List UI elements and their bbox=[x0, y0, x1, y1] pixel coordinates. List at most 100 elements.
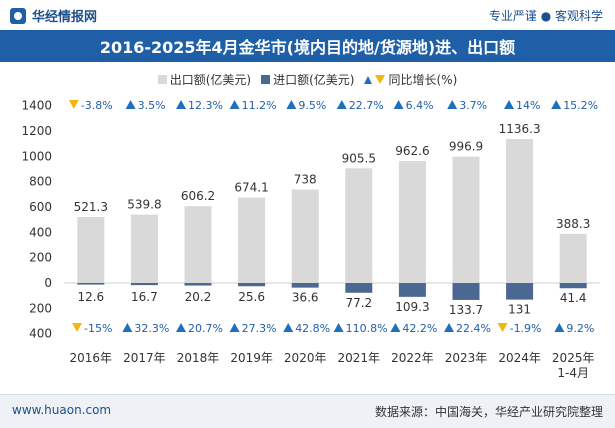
import-value-label: 16.7 bbox=[131, 290, 158, 304]
export-growth-label: 3.5% bbox=[138, 99, 166, 112]
legend-import-swatch bbox=[261, 75, 271, 84]
tagline: 专业严谨 ● 客观科学 bbox=[488, 9, 603, 23]
import-growth-up-triangle-icon bbox=[229, 323, 240, 332]
chart-area: 1400 1200 1000 800 600 400 200 0 200 400 521.3 12.6… bbox=[21, 99, 600, 380]
import-growth-down-triangle-icon bbox=[72, 323, 82, 332]
legend-export-swatch bbox=[157, 75, 167, 84]
export-value-label: 962.6 bbox=[395, 144, 429, 158]
legend-down-triangle-icon bbox=[375, 75, 386, 84]
chart-title: 2016-2025年4月金华市(境内目的地/货源地)进、出口额 bbox=[0, 30, 615, 62]
import-bar bbox=[77, 283, 105, 285]
export-bar bbox=[184, 206, 212, 283]
x-tick-label: 2023年 bbox=[445, 351, 488, 365]
export-growth-label: 14% bbox=[516, 99, 540, 112]
brand[interactable]: 华经情报网 bbox=[10, 6, 97, 25]
import-value-label: 109.3 bbox=[395, 300, 429, 314]
import-value-label: 131 bbox=[508, 303, 531, 317]
legend-growth-label: 同比增长(%) bbox=[388, 73, 458, 87]
x-tick-label: 1-4月 bbox=[557, 366, 589, 380]
legend-up-triangle-icon bbox=[364, 75, 373, 84]
import-growth-label: 110.8% bbox=[346, 322, 388, 335]
export-growth-label: 11.2% bbox=[242, 99, 277, 112]
import-growth-up-triangle-icon bbox=[444, 323, 454, 332]
export-growth-up-triangle-icon bbox=[229, 100, 240, 109]
footer-site-link[interactable]: www.huaon.com bbox=[12, 403, 112, 417]
x-tick-label: 2017年 bbox=[123, 351, 166, 365]
x-tick-label: 2025年 bbox=[552, 351, 595, 365]
import-growth-label: 27.3% bbox=[242, 322, 277, 335]
import-bar bbox=[506, 283, 534, 300]
import-bar bbox=[291, 283, 319, 288]
export-value-label: 738 bbox=[294, 172, 317, 186]
x-tick-label: 2016年 bbox=[70, 351, 113, 365]
import-bar bbox=[184, 283, 212, 286]
export-growth-label: 3.7% bbox=[459, 99, 487, 112]
export-growth-up-triangle-icon bbox=[504, 100, 514, 109]
export-bar bbox=[130, 214, 158, 283]
export-bar bbox=[345, 168, 373, 283]
legend: 出口额(亿美元) 进口额(亿美元) 同比增长(%) bbox=[0, 71, 615, 88]
y-tick-label: 600 bbox=[29, 200, 52, 214]
x-tick-label: 2024年 bbox=[498, 351, 541, 365]
export-growth-down-triangle-icon bbox=[68, 100, 79, 109]
export-growth-label: 12.3% bbox=[188, 99, 223, 112]
export-value-label: 539.8 bbox=[127, 198, 161, 212]
export-value-label: 606.2 bbox=[181, 189, 215, 203]
export-growth-label: -3.8% bbox=[81, 99, 113, 112]
import-value-label: 20.2 bbox=[185, 290, 212, 304]
footer: www.huaon.com 数据来源：中国海关，华经产业研究院整理 bbox=[0, 394, 615, 428]
export-growth-up-triangle-icon bbox=[286, 100, 297, 109]
export-growth-up-triangle-icon bbox=[447, 100, 458, 109]
export-bar bbox=[452, 156, 480, 283]
legend-growth: 同比增长(%) bbox=[364, 71, 457, 88]
export-growth-label: 9.5% bbox=[298, 99, 326, 112]
y-tick-label: 1200 bbox=[21, 124, 52, 138]
x-tick-label: 2019年 bbox=[230, 351, 273, 365]
import-growth-label: -1.9% bbox=[510, 322, 542, 335]
import-growth-up-triangle-icon bbox=[176, 323, 186, 332]
export-growth-up-triangle-icon bbox=[393, 100, 404, 109]
export-bar bbox=[77, 216, 105, 283]
import-value-label: 133.7 bbox=[449, 303, 483, 317]
export-value-label: 1136.3 bbox=[499, 122, 541, 136]
import-bar bbox=[452, 283, 480, 300]
export-growth-up-triangle-icon bbox=[125, 100, 136, 109]
import-growth-label: 32.3% bbox=[134, 322, 169, 335]
import-bar bbox=[345, 283, 373, 293]
y-tick-label: 1400 bbox=[21, 99, 52, 113]
export-bar bbox=[238, 197, 266, 283]
brand-name: 华经情报网 bbox=[32, 10, 98, 25]
top-bar: 华经情报网 专业严谨 ● 客观科学 bbox=[0, 0, 615, 30]
import-growth-up-triangle-icon bbox=[390, 323, 401, 332]
legend-import: 进口额(亿美元) bbox=[261, 71, 354, 88]
x-tick-label: 2020年 bbox=[284, 351, 327, 365]
y-tick-label: 400 bbox=[29, 327, 52, 341]
import-value-label: 36.6 bbox=[292, 291, 319, 305]
import-growth-up-triangle-icon bbox=[333, 323, 344, 332]
y-tick-label: 400 bbox=[29, 225, 52, 239]
export-growth-label: 15.2% bbox=[563, 99, 598, 112]
x-tick-label: 2021年 bbox=[338, 351, 381, 365]
import-growth-label: 42.2% bbox=[402, 322, 437, 335]
import-value-label: 25.6 bbox=[238, 290, 265, 304]
y-tick-label: 200 bbox=[29, 251, 52, 265]
import-value-label: 77.2 bbox=[345, 296, 372, 310]
export-value-label: 674.1 bbox=[234, 181, 268, 195]
footer-source: 数据来源：中国海关，华经产业研究院整理 bbox=[374, 405, 603, 419]
export-growth-up-triangle-icon bbox=[176, 100, 186, 109]
export-value-label: 996.9 bbox=[449, 140, 483, 154]
import-growth-up-triangle-icon bbox=[283, 323, 294, 332]
x-tick-label: 2022年 bbox=[391, 351, 434, 365]
export-bar bbox=[291, 189, 319, 283]
brand-logo-icon bbox=[10, 7, 26, 24]
import-growth-label: 9.2% bbox=[566, 322, 594, 335]
export-growth-label: 22.7% bbox=[349, 99, 384, 112]
import-bar bbox=[559, 283, 587, 289]
y-tick-label: 200 bbox=[29, 301, 52, 315]
export-bar bbox=[559, 233, 587, 283]
import-value-label: 41.4 bbox=[560, 291, 587, 305]
import-growth-label: 42.8% bbox=[295, 322, 330, 335]
export-growth-up-triangle-icon bbox=[336, 100, 347, 109]
import-bar bbox=[398, 283, 426, 297]
x-tick-label: 2018年 bbox=[177, 351, 220, 365]
